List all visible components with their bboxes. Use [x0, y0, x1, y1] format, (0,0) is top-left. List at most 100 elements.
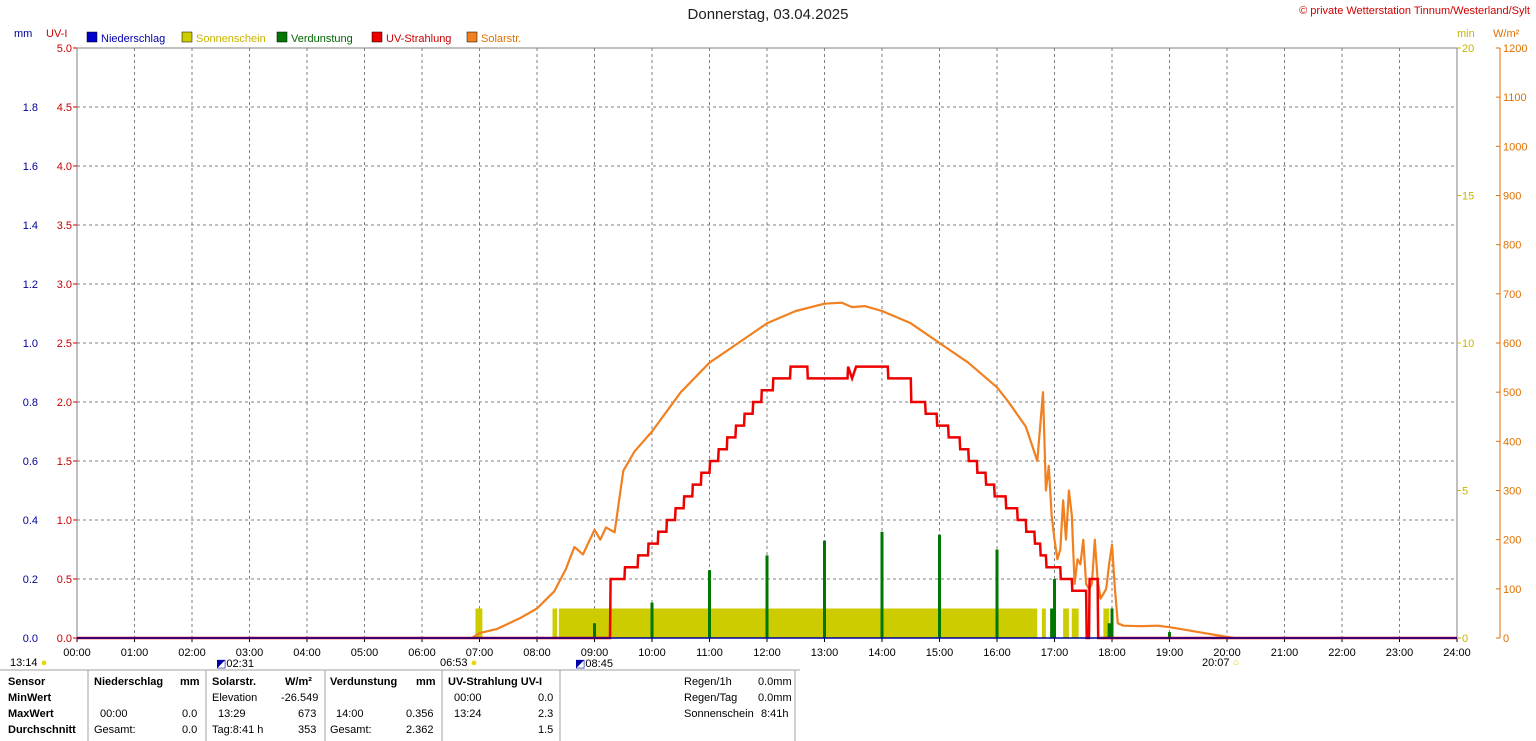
- stats-uv-min-time: 00:00: [454, 692, 482, 704]
- mm-axis-tick-label: 1.8: [23, 102, 38, 114]
- mm-axis-tick-label: 1.4: [23, 220, 38, 232]
- stats-verdunstung-max-value: 0.356: [406, 708, 434, 720]
- sunshine-bar: [1103, 608, 1110, 638]
- min-axis-label: min: [1457, 28, 1475, 40]
- uv-axis-tick-label: 4.5: [57, 102, 72, 114]
- moonrise-marker: ◩08:45: [575, 658, 613, 670]
- x-tick-label: 04:00: [293, 647, 321, 659]
- regen-tag-value: 0.0mm: [758, 692, 792, 704]
- wm2-axis-tick-label: 300: [1503, 486, 1521, 498]
- stats-solar-avg-label: Tag:8:41 h: [212, 724, 264, 736]
- sunrise-marker: 06:53 ●: [440, 657, 478, 669]
- x-tick-label: 20:00: [1213, 647, 1241, 659]
- wm2-axis-tick-label: 900: [1503, 191, 1521, 203]
- legend-item: UV-Strahlung: [386, 33, 451, 45]
- min-axis-tick-label: 0: [1462, 633, 1468, 645]
- solar-line: [471, 301, 1235, 640]
- sunshine-bar: [475, 608, 483, 638]
- evaporation-bar: [765, 555, 769, 638]
- x-tick-label: 14:00: [868, 647, 896, 659]
- stats-niederschlag-total: 0.0: [182, 724, 198, 736]
- mm-axis-tick-label: 0.8: [23, 397, 38, 409]
- sunshine-bar: [1063, 608, 1069, 638]
- x-tick-label: 08:00: [523, 647, 551, 659]
- stats-uv-avg-value: 1.5: [538, 724, 554, 736]
- x-tick-label: 15:00: [926, 647, 954, 659]
- x-tick-label: 16:00: [983, 647, 1011, 659]
- x-tick-label: 00:00: [63, 647, 91, 659]
- sunshine-bar: [558, 608, 1038, 638]
- wm2-axis-tick-label: 600: [1503, 338, 1521, 350]
- chart-title: Donnerstag, 03.04.2025: [687, 6, 849, 23]
- regen-1h-value: 0.0mm: [758, 676, 792, 688]
- wm2-axis-tick-label: 800: [1503, 240, 1521, 252]
- stats-niederschlag-unit: mm: [180, 676, 200, 688]
- uv-axis-tick-label: 4.0: [57, 161, 72, 173]
- min-axis-tick-label: 5: [1462, 486, 1468, 498]
- mm-axis-label: mm: [14, 28, 32, 40]
- stats-verdunstung-unit: mm: [416, 676, 436, 688]
- x-tick-label: 09:00: [581, 647, 609, 659]
- uv-axis-tick-label: 1.5: [57, 456, 72, 468]
- uv-axis-label: UV-I: [46, 28, 67, 40]
- evaporation-bar: [938, 534, 941, 638]
- legend-item: Solarstr.: [481, 33, 521, 45]
- evaporation-bar: [1110, 608, 1114, 638]
- wm2-axis-tick-label: 1100: [1503, 92, 1527, 104]
- evaporation-bar: [1053, 579, 1056, 638]
- stats-solar-header: Solarstr.: [212, 676, 257, 688]
- x-tick-label: 01:00: [121, 647, 149, 659]
- stats-max-row-label: MaxWert: [8, 708, 54, 720]
- min-axis-tick-label: 10: [1462, 338, 1474, 350]
- legend-item: Niederschlag: [101, 33, 165, 45]
- x-tick-label: 06:00: [408, 647, 436, 659]
- wm2-axis-tick-label: 200: [1503, 535, 1521, 547]
- x-tick-label: 24:00: [1443, 647, 1471, 659]
- wm2-axis-tick-label: 1000: [1503, 141, 1527, 153]
- x-tick-label: 17:00: [1041, 647, 1069, 659]
- x-tick-label: 13:00: [811, 647, 839, 659]
- x-tick-label: 21:00: [1271, 647, 1299, 659]
- x-tick-label: 11:00: [696, 647, 723, 659]
- legend-swatch: [86, 31, 98, 43]
- mm-axis-tick-label: 1.2: [23, 279, 38, 291]
- legend-swatch: [371, 31, 383, 43]
- x-tick-label: 02:00: [178, 647, 206, 659]
- regen-tag-label: Regen/Tag: [684, 692, 738, 704]
- stats-niederschlag-max-value: 0.0: [182, 708, 198, 720]
- x-tick-label: 19:00: [1156, 647, 1184, 659]
- wm2-axis-tick-label: 1200: [1503, 43, 1527, 55]
- evaporation-bar: [1168, 632, 1171, 638]
- stats-sensor-header: Sensor: [8, 676, 46, 688]
- uv-axis-tick-label: 3.5: [57, 220, 72, 232]
- wm2-axis-tick-label: 400: [1503, 436, 1521, 448]
- stats-uv-max-value: 2.3: [538, 708, 554, 720]
- mm-axis-tick-label: 0.6: [23, 456, 38, 468]
- uv-axis-tick-label: 5.0: [57, 43, 72, 55]
- sonnenschein-value: 8:41h: [761, 708, 789, 720]
- evaporation-bar: [880, 531, 884, 638]
- stats-niederschlag-avg-label: Gesamt:: [94, 724, 136, 736]
- stats-verdunstung-header: Verdunstung: [330, 676, 398, 688]
- mm-axis-tick-label: 1.6: [23, 161, 38, 173]
- x-tick-label: 12:00: [753, 647, 781, 659]
- stats-niederschlag-header: Niederschlag: [94, 676, 164, 688]
- uv-axis-tick-label: 2.5: [57, 338, 72, 350]
- time-marker-left: 13:14 ●: [10, 657, 48, 669]
- sunset-marker: 20:07 ○: [1202, 657, 1240, 669]
- x-tick-label: 18:00: [1098, 647, 1126, 659]
- regen-1h-label: Regen/1h: [684, 676, 732, 688]
- mm-axis-tick-label: 0.4: [23, 515, 38, 527]
- x-tick-label: 23:00: [1386, 647, 1414, 659]
- stats-solar-max-value: 673: [298, 708, 317, 720]
- legend-swatch: [466, 31, 478, 43]
- wm2-axis-tick-label: 0: [1503, 633, 1509, 645]
- stats-solar-max-time: 13:29: [218, 708, 246, 720]
- wm2-axis-label: W/m²: [1493, 28, 1520, 40]
- stats-uv-max-time: 13:24: [454, 708, 482, 720]
- stats-uv-min-value: 0.0: [538, 692, 554, 704]
- wm2-axis-tick-label: 500: [1503, 387, 1521, 399]
- evaporation-bar: [593, 623, 596, 638]
- uv-axis-tick-label: 3.0: [57, 279, 72, 291]
